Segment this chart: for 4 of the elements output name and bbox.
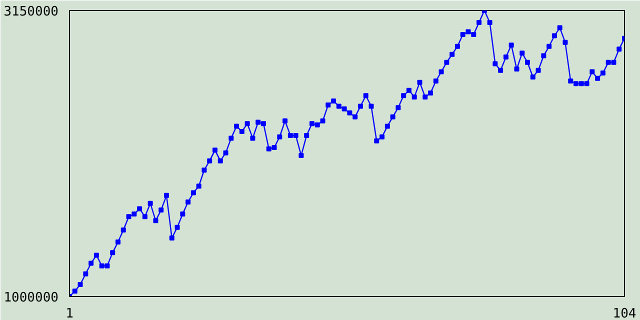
y-tick-label: 3150000 [4,4,59,20]
y-tick-label: 1000000 [4,290,59,306]
x-tick-label: 104 [612,306,636,320]
x-tick-label: 1 [66,306,74,320]
